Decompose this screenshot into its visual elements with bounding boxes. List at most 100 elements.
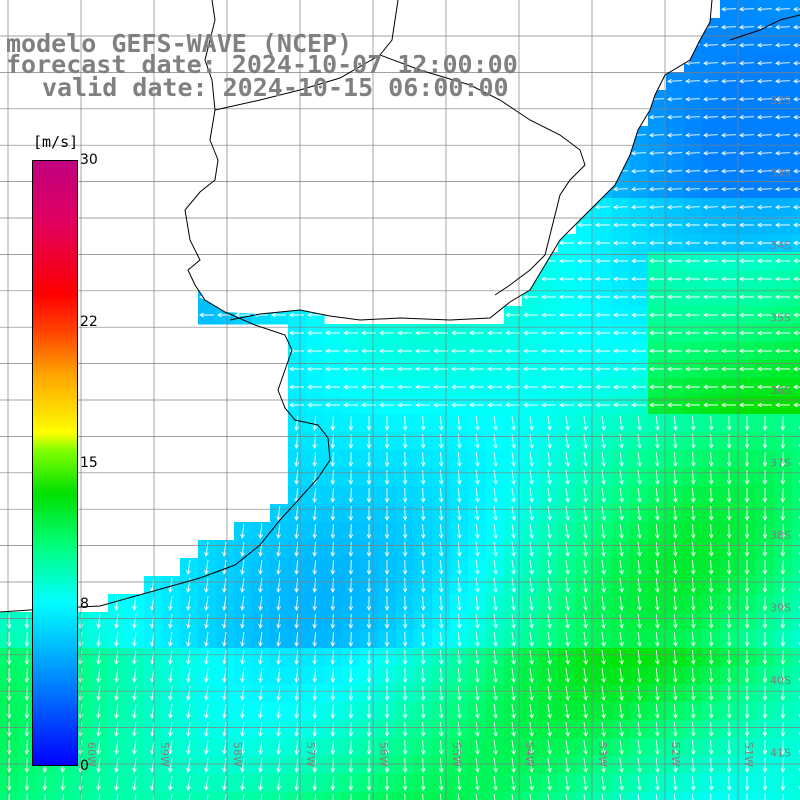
wind-arrow	[757, 348, 772, 354]
wind-arrow	[276, 685, 281, 701]
wind-arrow	[601, 704, 606, 719]
wind-arrow	[613, 366, 628, 372]
wind-arrow	[619, 596, 624, 611]
wind-arrow	[402, 487, 408, 503]
wind-arrow	[595, 222, 610, 228]
wind-arrow	[222, 560, 227, 575]
wind-arrow	[708, 469, 714, 485]
wind-arrow	[762, 541, 768, 557]
wind-arrow	[583, 740, 588, 755]
wind-arrow	[757, 294, 772, 300]
wind-arrow	[721, 294, 736, 300]
wind-arrow	[438, 577, 444, 593]
latitude-label: 34S	[770, 239, 791, 252]
wind-cell	[630, 792, 649, 800]
wind-arrow	[487, 402, 502, 408]
wind-arrow	[798, 462, 800, 466]
wind-arrow	[757, 330, 772, 336]
wind-arrow	[312, 775, 318, 791]
wind-arrow	[744, 631, 750, 647]
wind-arrow	[637, 451, 642, 467]
colorbar-tick-label: 30	[80, 152, 98, 168]
wind-arrow	[780, 685, 786, 701]
wind-arrow	[366, 703, 372, 719]
wind-arrow	[744, 559, 750, 575]
wind-arrow	[798, 678, 800, 682]
wind-arrow	[258, 577, 263, 593]
wind-arrow	[529, 650, 534, 665]
wind-arrow	[294, 667, 299, 683]
wind-arrow	[692, 793, 694, 800]
wind-arrow	[601, 452, 606, 467]
wind-arrow	[457, 577, 462, 593]
wind-arrow	[240, 632, 245, 647]
wind-arrow	[276, 595, 281, 611]
wind-arrow	[655, 523, 660, 539]
latitude-label: 32S	[770, 94, 791, 107]
wind-arrow	[726, 703, 732, 719]
wind-arrow	[168, 686, 173, 701]
wind-arrow	[529, 452, 534, 467]
wind-arrow	[379, 366, 394, 372]
wind-arrow	[631, 276, 646, 282]
wind-arrow	[330, 757, 336, 773]
wind-arrow	[511, 614, 516, 629]
wind-arrow	[583, 686, 588, 701]
wind-arrow	[619, 758, 624, 773]
wind-arrow	[637, 631, 642, 647]
wind-arrow	[348, 703, 354, 719]
wind-arrow	[655, 577, 660, 593]
wind-arrow	[793, 6, 800, 12]
wind-cell	[450, 792, 469, 800]
wind-arrow	[601, 488, 606, 503]
wind-arrow	[222, 740, 227, 755]
wind-arrow	[475, 505, 480, 521]
wind-arrow	[493, 541, 498, 557]
wind-arrow	[739, 204, 755, 210]
wind-arrow	[384, 721, 390, 737]
wind-arrow	[577, 258, 592, 264]
wind-cell	[792, 468, 800, 487]
wind-arrow	[493, 469, 498, 485]
wind-arrow	[541, 348, 556, 354]
wind-arrow	[744, 451, 750, 467]
wind-arrow	[475, 703, 480, 719]
wind-arrow	[529, 704, 534, 719]
wind-arrow	[667, 330, 682, 336]
wind-arrow	[469, 366, 484, 372]
wind-arrow	[775, 24, 791, 30]
wind-arrow	[655, 631, 660, 647]
wind-arrow	[505, 366, 520, 372]
wind-arrow	[583, 416, 588, 431]
wind-arrow	[726, 757, 732, 773]
wind-cell	[216, 792, 235, 800]
wind-arrow	[744, 721, 750, 737]
wind-arrow	[457, 415, 462, 431]
wind-arrow	[667, 132, 683, 138]
wind-arrow	[505, 402, 520, 408]
wind-arrow	[655, 469, 660, 485]
wind-arrow	[577, 276, 592, 282]
wind-arrow	[420, 739, 426, 755]
wind-arrow	[595, 348, 610, 354]
wind-arrow	[721, 6, 737, 12]
wind-arrow	[475, 775, 480, 791]
wind-arrow	[613, 258, 628, 264]
wind-arrow	[798, 534, 800, 538]
wind-cell	[504, 792, 523, 800]
wind-arrow	[475, 451, 480, 467]
latitude-label: 40S	[770, 674, 791, 687]
wind-arrow	[780, 721, 786, 737]
wind-arrow	[547, 632, 552, 647]
valid-date: valid date: 2024-10-15 06:00:00	[42, 73, 509, 102]
wind-arrow	[775, 222, 790, 228]
wind-arrow	[744, 541, 750, 557]
wind-arrow	[312, 595, 318, 611]
wind-arrow	[475, 487, 480, 503]
wind-arrow	[793, 60, 800, 66]
wind-arrow	[222, 704, 227, 719]
wind-arrow	[240, 578, 245, 593]
wind-arrow	[601, 578, 606, 593]
wind-arrow	[379, 384, 394, 390]
wind-arrow	[511, 524, 516, 539]
